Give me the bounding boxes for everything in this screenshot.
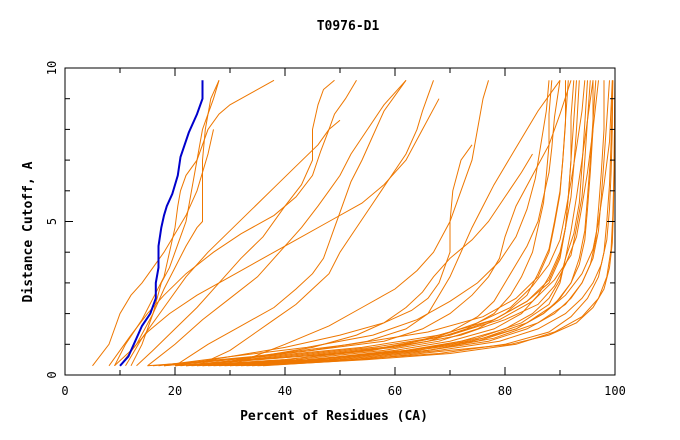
series-line-11 bbox=[202, 153, 533, 367]
y-tick-label: 5 bbox=[45, 218, 59, 225]
series-line-24 bbox=[185, 80, 599, 367]
series-line-10 bbox=[174, 144, 473, 367]
series-line-13 bbox=[163, 80, 572, 367]
series-line-23 bbox=[174, 80, 575, 367]
x-tick-label: 60 bbox=[388, 384, 402, 398]
highlight-series-line bbox=[119, 80, 204, 367]
series-line-9 bbox=[229, 80, 489, 367]
series-line-1 bbox=[114, 79, 275, 367]
x-tick-label: 0 bbox=[61, 384, 68, 398]
series-line-3 bbox=[119, 80, 220, 367]
x-tick-label: 20 bbox=[168, 384, 182, 398]
series-line-31 bbox=[180, 80, 591, 367]
series-line-30 bbox=[163, 80, 577, 367]
series-line-38 bbox=[191, 80, 586, 367]
series-line-27 bbox=[224, 80, 597, 367]
series-line-28 bbox=[235, 80, 610, 367]
series-line-12 bbox=[147, 80, 561, 367]
series-line-36 bbox=[114, 98, 440, 367]
series-line-29 bbox=[246, 80, 614, 367]
series-line-25 bbox=[202, 80, 613, 367]
series-line-4 bbox=[108, 80, 357, 367]
chart-title: T0976-D1 bbox=[317, 19, 380, 34]
x-tick-label: 80 bbox=[498, 384, 512, 398]
series-line-14 bbox=[174, 80, 561, 367]
y-axis-label: Distance Cutoff, A bbox=[21, 161, 36, 302]
x-axis-label: Percent of Residues (CA) bbox=[240, 409, 428, 424]
series-line-17 bbox=[207, 80, 580, 367]
series-line-21 bbox=[251, 80, 614, 367]
series-line-33 bbox=[257, 80, 616, 367]
series-line-5 bbox=[136, 79, 335, 367]
series-line-2 bbox=[130, 80, 220, 367]
series-line-34 bbox=[125, 119, 341, 367]
series-line-32 bbox=[152, 80, 569, 367]
series-line-7 bbox=[174, 80, 407, 367]
series-line-8 bbox=[196, 80, 434, 367]
ticks-layer: 0 20 40 60 80 100 0 5 10 bbox=[45, 61, 626, 398]
series-layer bbox=[92, 79, 616, 367]
series-line-18 bbox=[218, 80, 588, 367]
y-tick-label: 0 bbox=[45, 371, 59, 378]
highlight-layer bbox=[119, 80, 204, 367]
x-tick-label: 100 bbox=[604, 384, 626, 398]
x-tick-label: 40 bbox=[278, 384, 292, 398]
series-line-35 bbox=[92, 129, 214, 367]
series-line-26 bbox=[213, 80, 594, 367]
y-tick-label: 10 bbox=[45, 61, 59, 75]
series-line-6 bbox=[147, 79, 407, 367]
series-line-37 bbox=[158, 80, 550, 367]
